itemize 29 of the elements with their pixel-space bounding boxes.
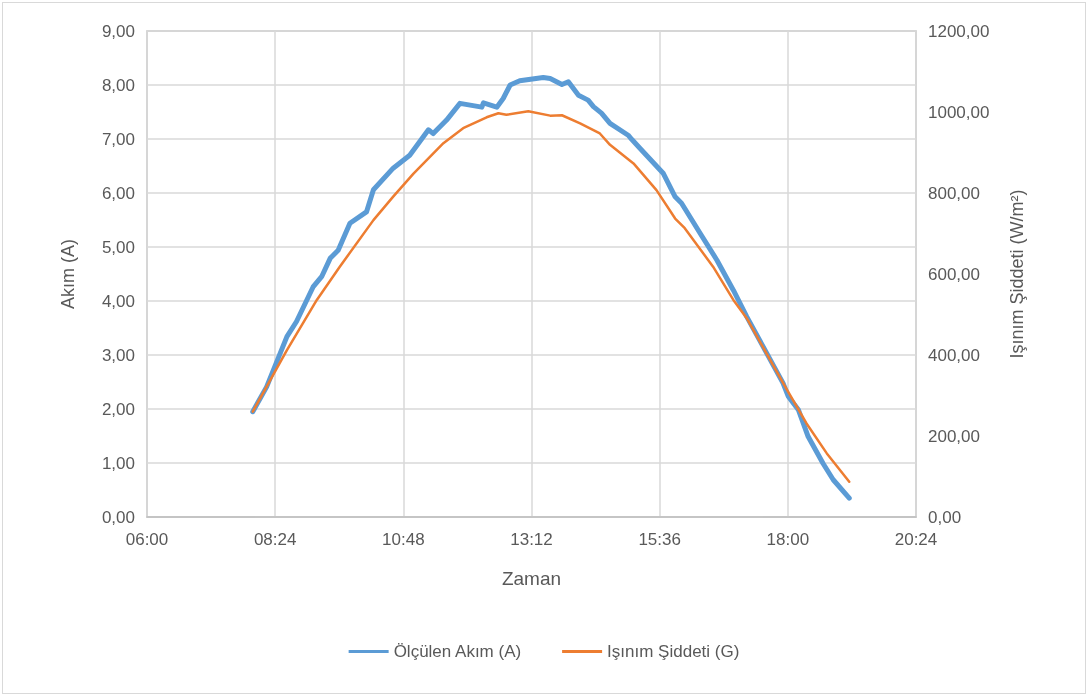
y-tick-label: 9,00 [101,21,135,41]
x-tick-label: 13:12 [510,530,553,549]
y-axis-title: Akım (A) [58,239,78,309]
y2-tick-label: 800,00 [928,183,980,203]
x-tick-label: 18:00 [766,530,810,549]
x-tick-label: 20:24 [894,530,938,549]
x-tick-label: 06:00 [125,530,169,549]
y2-tick-label: 0,00 [928,507,962,527]
y-tick-label: 7,00 [101,129,135,149]
x-tick-label: 08:24 [253,530,297,549]
y-tick-label: 0,00 [101,507,135,527]
y-tick-label: 5,00 [101,237,135,257]
y-tick-label: 1,00 [101,453,135,473]
y2-axis-title: Işınım Şiddeti (W/m²) [1007,189,1027,359]
y2-tick-label: 1200,00 [928,21,990,41]
legend-label: Işınım Şiddeti (G) [607,642,740,661]
y2-tick-label: 200,00 [928,426,980,446]
x-tick-label: 10:48 [382,530,425,549]
y2-tick-label: 600,00 [928,264,980,284]
y-tick-label: 4,00 [101,291,135,311]
y-tick-label: 3,00 [101,345,135,365]
legend-label: Ölçülen Akım (A) [393,642,522,661]
y2-tick-label: 400,00 [928,345,980,365]
x-tick-label: 15:36 [638,530,681,549]
y-tick-label: 8,00 [101,75,135,95]
y-tick-label: 2,00 [101,399,135,419]
y-tick-label: 6,00 [101,183,135,203]
y2-tick-label: 1000,00 [928,102,990,122]
x-axis-title: Zaman [501,568,562,589]
